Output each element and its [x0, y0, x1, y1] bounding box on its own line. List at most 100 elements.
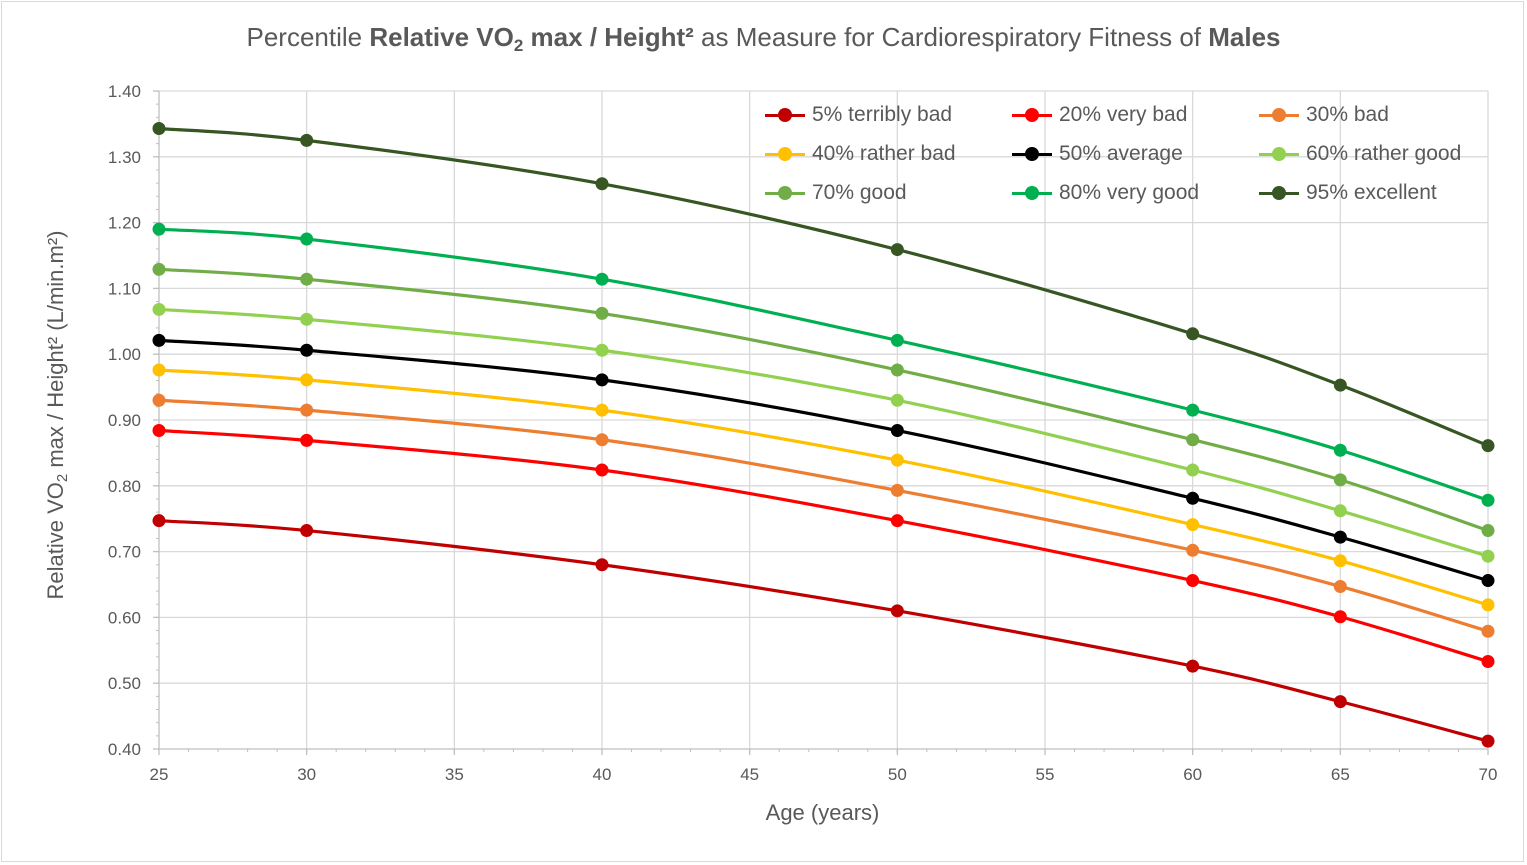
- data-point: [1481, 549, 1495, 563]
- series-6: [152, 262, 1495, 538]
- y-tick-label: 1.10: [108, 279, 141, 298]
- y-tick-label: 1.20: [108, 214, 141, 233]
- series-line: [158, 398, 1489, 633]
- series-line: [158, 428, 1489, 664]
- series-8: [152, 122, 1495, 453]
- data-point: [595, 343, 609, 357]
- x-tick-label: 50: [888, 765, 907, 784]
- data-point: [595, 306, 609, 320]
- series-group: [152, 122, 1495, 748]
- data-point: [595, 433, 609, 447]
- data-point: [1186, 433, 1200, 447]
- data-point: [1186, 659, 1200, 673]
- data-point: [1481, 654, 1495, 668]
- data-point: [1333, 504, 1347, 518]
- data-point: [1481, 624, 1495, 638]
- data-point: [1481, 493, 1495, 507]
- legend-entry: 70% good: [760, 178, 907, 208]
- series-4: [152, 333, 1495, 588]
- legend-label: 40% rather bad: [812, 142, 956, 165]
- series-3: [152, 363, 1495, 612]
- data-point: [1481, 574, 1495, 588]
- x-tick-label: 45: [740, 765, 759, 784]
- legend-entry: 50% average: [1007, 139, 1183, 169]
- series-line: [158, 368, 1489, 607]
- series-line: [158, 338, 1489, 583]
- data-point: [300, 524, 314, 538]
- legend-swatch: [1007, 186, 1057, 200]
- x-tick-label: 65: [1331, 765, 1350, 784]
- data-point: [890, 363, 904, 377]
- legend-label: 20% very bad: [1059, 103, 1188, 126]
- legend-swatch: [1254, 108, 1304, 122]
- data-point: [152, 302, 166, 316]
- x-tick-label: 55: [1036, 765, 1055, 784]
- data-point: [1186, 403, 1200, 417]
- data-point: [1333, 554, 1347, 568]
- y-tick-label: 0.40: [108, 740, 141, 759]
- data-point: [890, 424, 904, 438]
- data-point: [300, 343, 314, 357]
- data-point: [300, 133, 314, 147]
- x-axis-title: Age (years): [765, 800, 880, 825]
- legend-swatch: [760, 108, 810, 122]
- x-tick-label: 35: [445, 765, 464, 784]
- series-5: [152, 302, 1495, 563]
- data-point: [890, 393, 904, 407]
- legend-label: 80% very good: [1059, 181, 1200, 204]
- data-point: [595, 373, 609, 387]
- data-point: [152, 424, 166, 438]
- data-point: [890, 453, 904, 467]
- data-point: [152, 363, 166, 377]
- legend-swatch: [1007, 108, 1057, 122]
- data-point: [152, 222, 166, 236]
- data-point: [1186, 463, 1200, 477]
- series-line: [158, 227, 1489, 502]
- data-point: [1333, 530, 1347, 544]
- legend-entry: 40% rather bad: [760, 139, 956, 169]
- y-tick-label: 1.00: [108, 345, 141, 364]
- data-point: [1186, 574, 1200, 588]
- y-tick-label: 0.90: [108, 411, 141, 430]
- data-point: [1481, 734, 1495, 748]
- series-line: [158, 267, 1489, 533]
- x-tick-label: 60: [1183, 765, 1202, 784]
- data-point: [300, 272, 314, 286]
- legend-swatch: [1254, 186, 1304, 200]
- legend-label: 95% excellent: [1306, 181, 1437, 204]
- series-line: [158, 126, 1489, 448]
- data-point: [595, 403, 609, 417]
- data-point: [890, 514, 904, 528]
- data-point: [300, 312, 314, 326]
- gridlines: [159, 90, 1489, 749]
- data-point: [152, 333, 166, 347]
- legend-swatch: [760, 186, 810, 200]
- legend-swatch: [760, 147, 810, 161]
- y-tick-label: 0.60: [108, 608, 141, 627]
- legend-entry: 20% very bad: [1007, 100, 1187, 130]
- series-line: [158, 307, 1489, 558]
- data-point: [1333, 378, 1347, 392]
- x-tick-label: 30: [297, 765, 316, 784]
- data-point: [300, 373, 314, 387]
- legend-label: 50% average: [1059, 142, 1183, 165]
- series-7: [152, 222, 1495, 507]
- data-point: [1481, 524, 1495, 538]
- data-point: [1333, 695, 1347, 709]
- data-point: [595, 463, 609, 477]
- data-point: [1333, 443, 1347, 457]
- legend-entry: 80% very good: [1007, 178, 1199, 208]
- legend-entry: 5% terribly bad: [760, 100, 952, 130]
- data-point: [890, 333, 904, 347]
- legend-label: 70% good: [812, 181, 907, 204]
- legend-entry: 95% excellent: [1254, 178, 1437, 208]
- axes: 0.40 0.50 0.60 0.70 0.80 0.90 1.00 1.10 1.20 1.30…: [108, 82, 1498, 784]
- series-2: [152, 393, 1495, 638]
- x-tick-label: 40: [593, 765, 612, 784]
- y-tick-label: 1.30: [108, 148, 141, 167]
- data-point: [890, 604, 904, 618]
- data-point: [595, 272, 609, 286]
- data-point: [1186, 491, 1200, 505]
- data-point: [1333, 473, 1347, 487]
- legend-swatch: [1254, 147, 1304, 161]
